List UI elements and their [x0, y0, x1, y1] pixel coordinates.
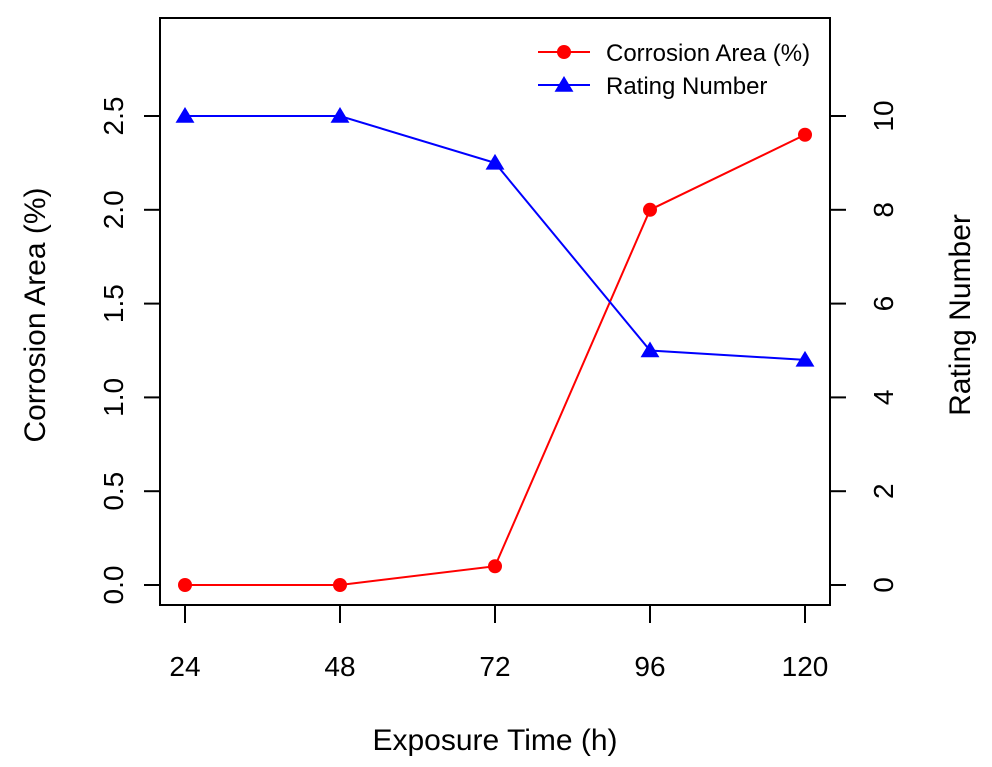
series-0 — [178, 127, 812, 592]
x-tick-label: 96 — [634, 651, 665, 682]
legend-item-1: Rating Number — [538, 73, 767, 100]
y-axis-right: 0 2 4 6 8 10 — [829, 100, 899, 593]
legend: Corrosion Area (%) Rating Number — [538, 40, 810, 100]
y-right-tick-label: 2 — [868, 483, 899, 499]
series-1 — [175, 107, 815, 367]
y-left-tick-label: 1.0 — [98, 378, 129, 417]
series-0-point — [178, 578, 192, 592]
y-left-tick-label: 0.5 — [98, 472, 129, 511]
y-right-tick-label: 8 — [868, 202, 899, 218]
series-1-point — [485, 153, 505, 170]
legend-circle-marker — [557, 45, 571, 59]
series-1-point — [330, 107, 350, 123]
legend-label: Corrosion Area (%) — [606, 40, 810, 67]
y-left-tick-label: 0.0 — [98, 566, 129, 605]
plot-border — [159, 17, 831, 606]
legend-triangle-marker — [554, 76, 574, 92]
series-0-point — [333, 578, 347, 592]
y-left-tick-label: 1.5 — [98, 284, 129, 323]
series-0-point — [488, 559, 502, 574]
plot-frame — [159, 17, 831, 606]
y-right-tick-label: 10 — [868, 100, 899, 131]
x-axis: 24 48 72 96 120 — [169, 604, 829, 682]
y-axis-left-label: Corrosion Area (%) — [19, 187, 52, 442]
series-0-point — [798, 127, 812, 142]
series-1-line — [185, 115, 806, 361]
series-1-point — [640, 341, 660, 358]
y-right-tick-label: 0 — [868, 577, 899, 593]
x-tick-label: 72 — [479, 651, 510, 682]
y-axis-left: 0.0 0.5 1.0 1.5 2.0 2.5 — [98, 97, 161, 605]
series-layer — [175, 107, 815, 592]
y-right-tick-label: 6 — [868, 296, 899, 312]
y-left-tick-label: 2.5 — [98, 97, 129, 136]
series-1-point — [175, 107, 195, 123]
y-right-tick-label: 4 — [868, 390, 899, 406]
series-1-point — [795, 350, 815, 367]
x-tick-label: 24 — [169, 651, 200, 682]
series-0-point — [643, 202, 657, 217]
legend-label: Rating Number — [606, 73, 767, 100]
legend-item-0: Corrosion Area (%) — [538, 40, 810, 67]
y-left-tick-label: 2.0 — [98, 190, 129, 229]
x-tick-label: 48 — [324, 651, 355, 682]
y-axis-right-label: Rating Number — [944, 214, 977, 416]
x-tick-label: 120 — [782, 651, 829, 682]
series-0-line — [185, 133, 806, 586]
x-axis-label: Exposure Time (h) — [372, 724, 617, 757]
